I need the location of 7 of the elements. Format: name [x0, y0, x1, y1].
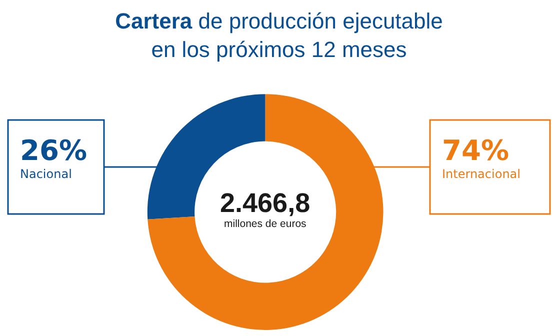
slice-label: Internacional	[442, 167, 520, 181]
text: millones de euros	[224, 218, 306, 230]
data-label: 74%	[442, 134, 510, 167]
data-label: 26%	[20, 134, 88, 167]
slice-label: Nacional	[20, 167, 72, 181]
chart-title: Cartera de producción ejecutable en los próximos 12 meses	[115, 8, 443, 62]
text: 2.466,8	[220, 188, 310, 218]
